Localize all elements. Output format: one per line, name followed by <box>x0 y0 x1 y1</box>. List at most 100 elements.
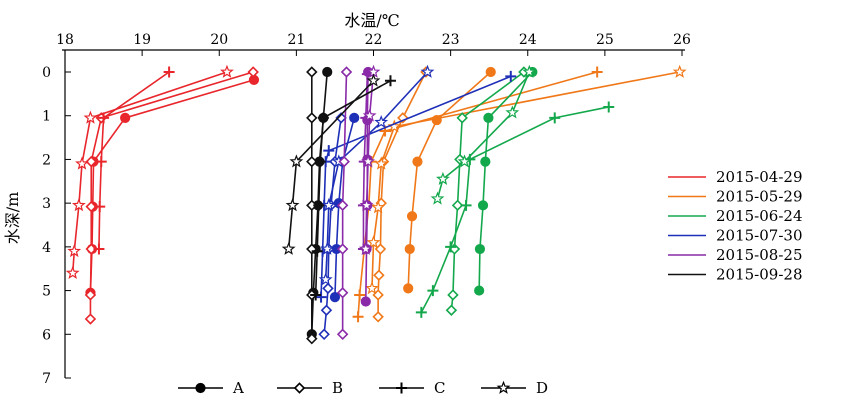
series-line <box>98 71 170 250</box>
x-tick-label: 18 <box>56 32 74 48</box>
data-point <box>306 112 318 124</box>
data-point <box>371 200 386 214</box>
y-tick-label: 3 <box>42 196 51 212</box>
series-2015-08-25-D <box>358 64 381 255</box>
series-2015-09-28-D <box>281 73 381 255</box>
data-point <box>84 289 97 301</box>
series-2015-06-24-D <box>430 64 537 205</box>
data-point <box>672 64 687 78</box>
data-point <box>315 291 327 303</box>
data-point <box>549 112 561 124</box>
data-point <box>85 155 97 168</box>
y-tick-label: 1 <box>42 109 51 125</box>
data-point <box>445 304 458 316</box>
legend-markers: A B C D <box>178 379 548 397</box>
data-point <box>447 289 459 301</box>
legend-marker-label: D <box>536 379 548 397</box>
data-point <box>358 241 373 255</box>
data-point <box>505 70 517 82</box>
data-point <box>456 112 468 124</box>
data-point <box>329 292 341 303</box>
data-point <box>360 296 371 307</box>
series-line <box>324 71 429 280</box>
data-point <box>365 281 379 295</box>
y-tick-label: 7 <box>42 371 51 387</box>
data-point <box>289 154 304 168</box>
data-point <box>318 272 333 286</box>
y-tick-label: 6 <box>42 327 51 343</box>
data-point <box>457 154 472 168</box>
data-point <box>320 304 333 316</box>
data-point <box>306 66 318 78</box>
legend-marker <box>195 382 206 394</box>
data-point <box>352 311 364 323</box>
data-point <box>84 313 97 325</box>
series-line <box>341 71 348 335</box>
legend-marker <box>496 380 511 394</box>
data-point <box>406 211 418 222</box>
series-line <box>371 71 680 289</box>
data-point <box>460 199 472 211</box>
series-line <box>377 71 427 317</box>
y-axis-title: 水深/m <box>3 192 22 245</box>
data-point <box>285 198 300 212</box>
series-2015-06-24-C <box>415 101 615 318</box>
data-point <box>311 245 323 257</box>
data-point <box>85 243 97 255</box>
data-point <box>320 241 335 255</box>
x-axis-title: 水温/℃ <box>344 11 399 30</box>
series-line <box>407 71 492 289</box>
data-point <box>95 156 107 168</box>
x-tick-label: 25 <box>596 32 614 48</box>
data-point <box>403 283 414 294</box>
data-point <box>349 112 360 124</box>
series-2015-04-29-D <box>65 64 234 279</box>
x-tick-label: 23 <box>442 32 460 48</box>
series-2015-05-29-D <box>365 64 687 295</box>
legend-marker <box>293 382 306 394</box>
data-point <box>474 243 486 255</box>
data-point <box>71 198 86 212</box>
y-tick-label: 0 <box>42 65 51 81</box>
data-point <box>483 112 494 124</box>
data-point <box>310 289 322 301</box>
series-line <box>89 79 255 293</box>
data-point <box>445 241 457 253</box>
data-point <box>75 156 89 170</box>
data-point <box>65 265 80 279</box>
data-point <box>67 243 82 258</box>
series-line <box>287 80 375 250</box>
x-tick-label: 24 <box>519 32 537 48</box>
data-point <box>322 66 333 78</box>
data-point <box>374 243 387 255</box>
data-point <box>85 200 97 213</box>
data-point <box>163 66 175 78</box>
data-point <box>591 66 603 78</box>
y-tick-label: 2 <box>42 152 51 168</box>
data-point <box>354 289 366 301</box>
data-point <box>372 311 384 323</box>
data-point <box>335 112 347 124</box>
legend-label: 2015-08-25 <box>716 246 802 264</box>
data-point <box>415 306 427 318</box>
data-point <box>306 332 318 345</box>
data-point <box>340 66 353 78</box>
data-point <box>336 328 349 341</box>
legend-label: 2015-09-28 <box>716 266 802 284</box>
data-point <box>603 101 615 113</box>
data-point <box>281 241 296 255</box>
data-point <box>322 282 334 295</box>
data-point <box>306 243 318 255</box>
data-point <box>366 235 381 249</box>
series-2015-04-29-B <box>84 66 259 325</box>
x-tick-label: 22 <box>365 32 383 48</box>
data-point <box>505 105 520 119</box>
data-point <box>338 155 350 168</box>
series-line <box>71 71 228 274</box>
series-2015-08-25-B <box>336 66 353 341</box>
series-2015-05-29-B <box>372 66 432 323</box>
series-line <box>436 71 531 199</box>
